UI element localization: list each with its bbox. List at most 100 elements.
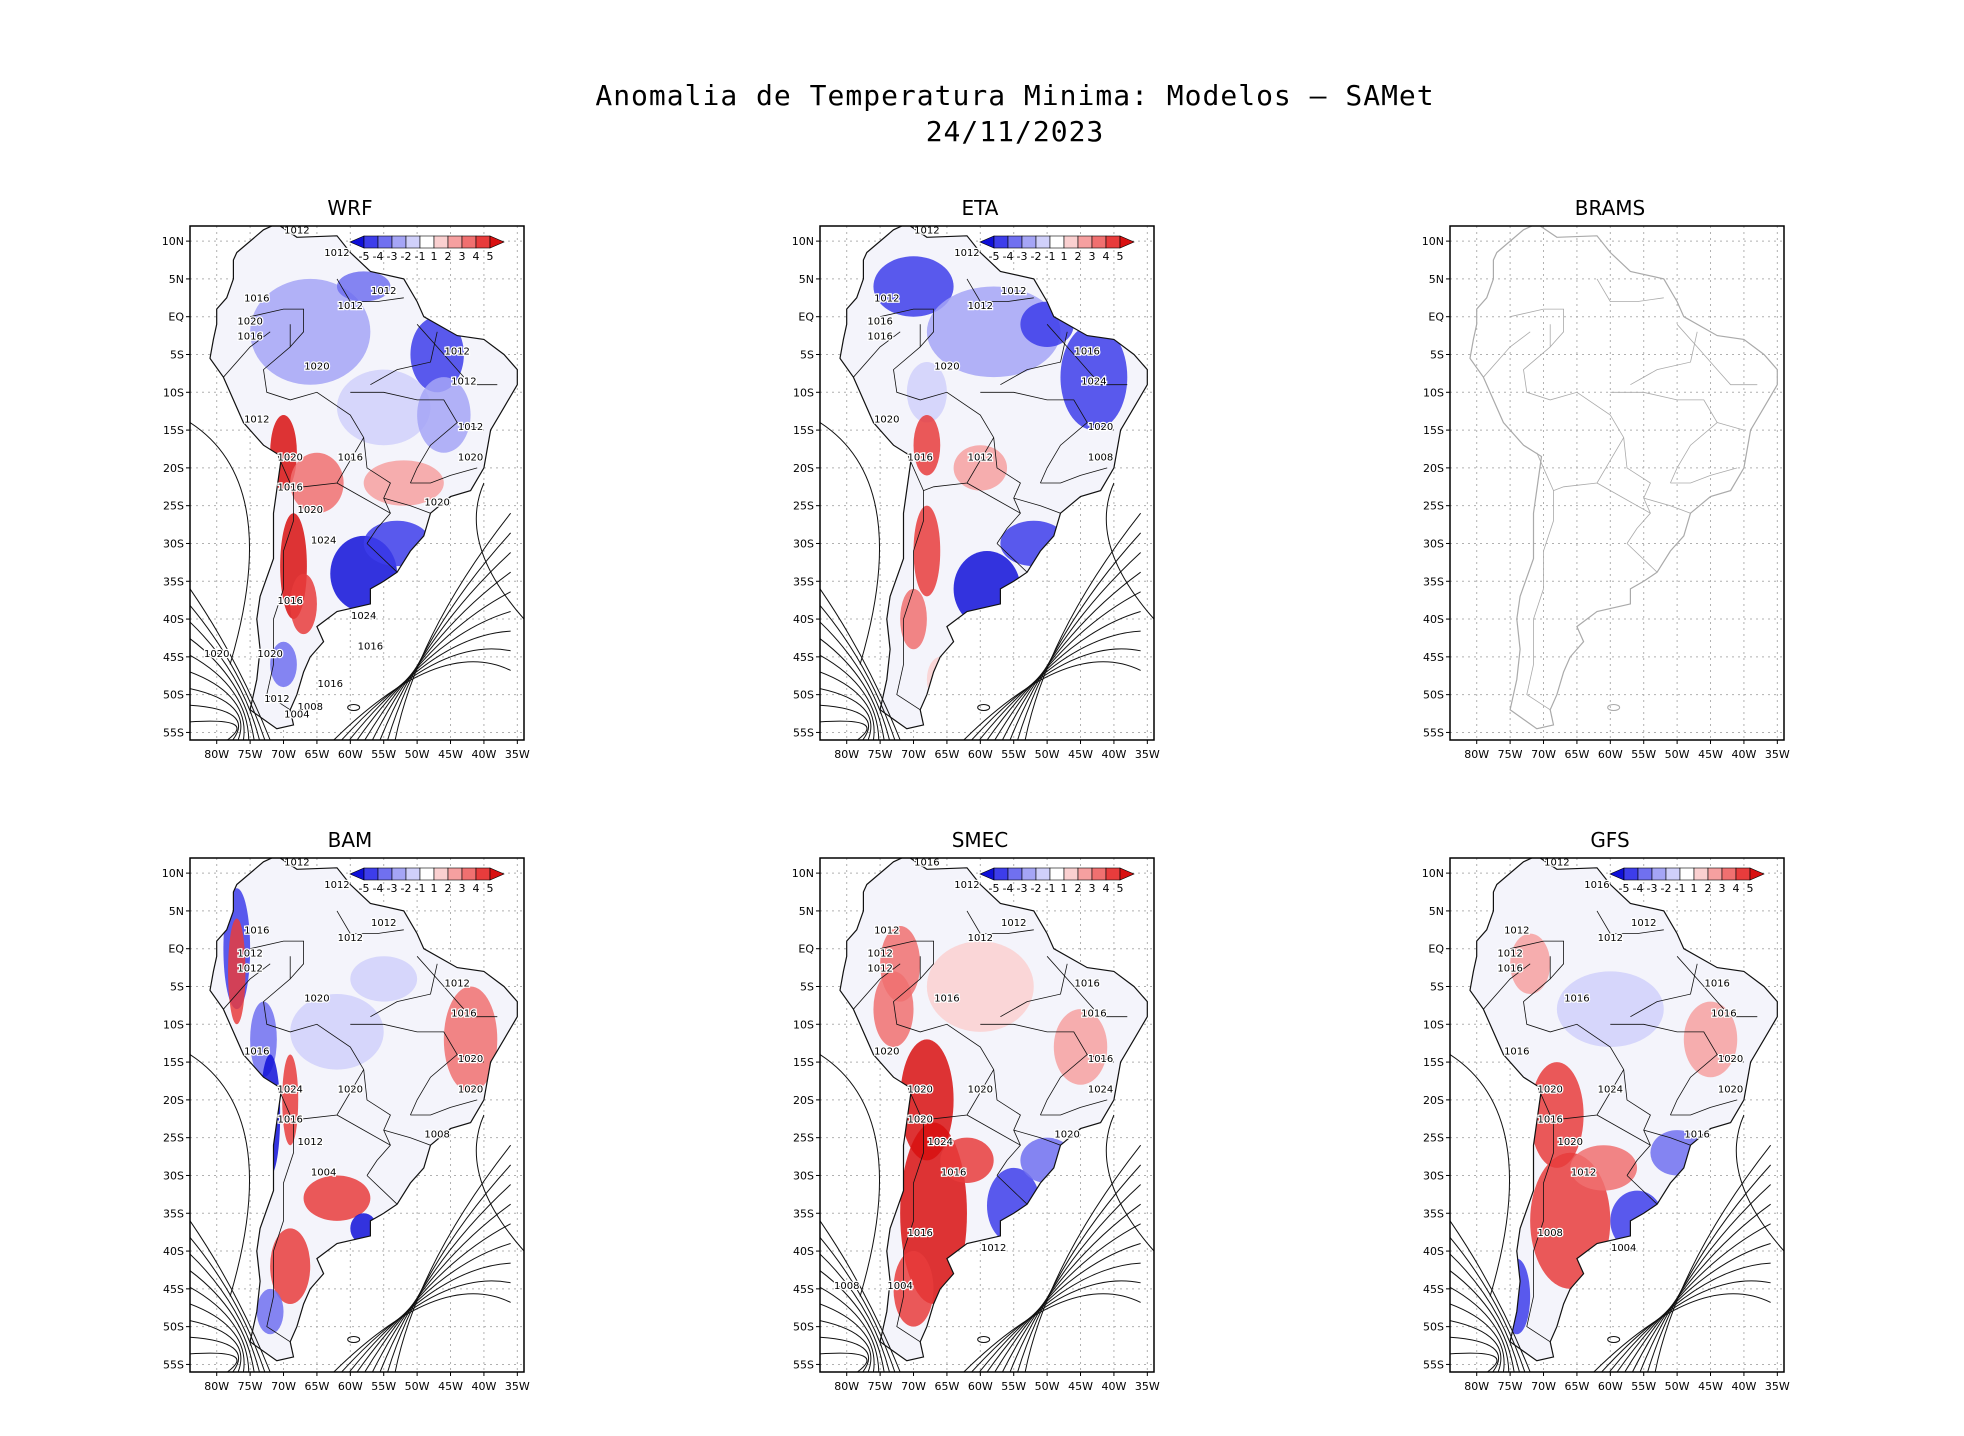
isobar-label: 1016 bbox=[914, 858, 939, 869]
isobar-label: 1024 bbox=[277, 1084, 302, 1095]
anomaly-patch bbox=[913, 505, 941, 597]
colorbar-tick-label: 5 bbox=[1747, 882, 1754, 895]
lon-tick-label: 35W bbox=[505, 1380, 530, 1393]
map-eta: 1012 1012 1012 1012 1012 1016 1016 1020 1016 1024… bbox=[792, 225, 1160, 761]
colorbar-tick-label: 1 bbox=[431, 882, 438, 895]
panel-title-gfs: GFS bbox=[1590, 828, 1630, 852]
anomaly-patch bbox=[1053, 1009, 1108, 1085]
isobar-label: 1016 bbox=[451, 1009, 476, 1020]
lat-tick-label: 55S bbox=[1423, 726, 1444, 739]
lat-tick-label: 15S bbox=[793, 1056, 814, 1069]
isobar-label: 1016 bbox=[1088, 1054, 1113, 1065]
lat-tick-label: 5S bbox=[1430, 349, 1444, 362]
panel-title-eta: ETA bbox=[961, 196, 999, 220]
figure-title-date: 24/11/2023 bbox=[925, 115, 1105, 148]
isobar-label: 1016 bbox=[1704, 979, 1729, 990]
isobar-label: 1016 bbox=[867, 331, 892, 342]
isobar-label: 1016 bbox=[1684, 1130, 1709, 1141]
lon-tick-label: 75W bbox=[238, 748, 263, 761]
lat-tick-label: 30S bbox=[1423, 1169, 1444, 1182]
isobar-label: 1012 bbox=[444, 347, 469, 358]
colorbar: -5 -4 -3 -2 -1 1 2 3 4 5 bbox=[979, 235, 1135, 263]
isobar-label: 1020 bbox=[1088, 422, 1113, 433]
lon-tick-label: 75W bbox=[1498, 748, 1523, 761]
isobar-label: 1012 bbox=[244, 415, 269, 426]
figure-title: Anomalia de Temperatura Minima: Modelos … bbox=[0, 78, 1964, 150]
isobar-label: 1012 bbox=[237, 963, 262, 974]
lon-tick-label: 60W bbox=[1598, 1380, 1623, 1393]
colorbar-tick-label: -3 bbox=[1017, 882, 1028, 895]
colorbar-tick-label: -5 bbox=[989, 250, 1000, 263]
lon-tick-label: 70W bbox=[1531, 748, 1556, 761]
isobar-label: 1020 bbox=[907, 1115, 932, 1126]
lon-tick-label: 55W bbox=[1631, 748, 1656, 761]
lat-tick-label: 40S bbox=[1423, 613, 1444, 626]
lon-tick-label: 65W bbox=[934, 748, 959, 761]
colorbar-tick-label: 4 bbox=[473, 882, 480, 895]
lat-tick-label: 10S bbox=[1423, 386, 1444, 399]
isobar-label: 1016 bbox=[277, 483, 302, 494]
colorbar: -5 -4 -3 -2 -1 1 2 3 4 5 bbox=[1609, 867, 1765, 895]
isobar-label: 1012 bbox=[954, 248, 979, 259]
lat-tick-label: 55S bbox=[1423, 1358, 1444, 1371]
lon-tick-label: 50W bbox=[1665, 1380, 1690, 1393]
lat-tick-label: 5S bbox=[170, 981, 184, 994]
anomaly-patch bbox=[270, 641, 297, 688]
lon-tick-label: 40W bbox=[1731, 748, 1756, 761]
isobar-label: 1020 bbox=[204, 649, 229, 660]
isobar-label: 1012 bbox=[324, 880, 349, 891]
colorbar: -5 -4 -3 -2 -1 1 2 3 4 5 bbox=[349, 867, 505, 895]
lat-tick-label: 45S bbox=[163, 1283, 184, 1296]
colorbar-tick-label: -1 bbox=[415, 882, 426, 895]
anomaly-patch bbox=[410, 316, 464, 393]
lat-tick-label: 30S bbox=[793, 537, 814, 550]
anomaly-patch bbox=[350, 956, 418, 1002]
lat-tick-label: 5N bbox=[1429, 905, 1444, 918]
colorbar-tick-label: -5 bbox=[989, 882, 1000, 895]
isobar-label: 1012 bbox=[371, 918, 396, 929]
lon-tick-label: 65W bbox=[1564, 1380, 1589, 1393]
lon-tick-label: 35W bbox=[1135, 1380, 1160, 1393]
anomaly-patch bbox=[1000, 520, 1068, 567]
map-panel-eta: ETA 1012 1012 1012 1012 1012 1016 1016 1020 1016… bbox=[780, 196, 1180, 796]
isobar-label: 1020 bbox=[458, 1084, 483, 1095]
lon-tick-label: 40W bbox=[1101, 1380, 1126, 1393]
map-panel-brams: BRAMS 10N 5N EQ 5S 10S 15S 20S 25S 30S 35S 40S 45S 5… bbox=[1410, 196, 1810, 796]
lat-tick-label: 10N bbox=[792, 235, 814, 248]
lat-tick-label: 5N bbox=[169, 905, 184, 918]
lon-tick-label: 55W bbox=[1631, 1380, 1656, 1393]
lat-tick-label: 40S bbox=[793, 613, 814, 626]
isobar-label: 1020 bbox=[257, 649, 282, 660]
lat-tick-label: 30S bbox=[163, 537, 184, 550]
anomaly-patch bbox=[290, 573, 317, 635]
isobar-label: 1012 bbox=[1571, 1167, 1596, 1178]
lat-tick-label: 20S bbox=[793, 462, 814, 475]
isobar-label: 1016 bbox=[318, 679, 343, 690]
lon-tick-label: 55W bbox=[1001, 1380, 1026, 1393]
lon-tick-label: 45W bbox=[1698, 1380, 1723, 1393]
isobar-label: 1024 bbox=[1598, 1084, 1623, 1095]
isobar-label: 1020 bbox=[458, 1054, 483, 1065]
lon-tick-label: 65W bbox=[934, 1380, 959, 1393]
isobar-label: 1012 bbox=[237, 948, 262, 959]
anomaly-patch bbox=[270, 1228, 311, 1304]
isobar-label: 1012 bbox=[874, 926, 899, 937]
lon-tick-label: 65W bbox=[304, 748, 329, 761]
lon-tick-label: 80W bbox=[204, 748, 229, 761]
lon-tick-label: 40W bbox=[471, 748, 496, 761]
isobar-label: 1012 bbox=[1631, 918, 1656, 929]
isobar-label: 1020 bbox=[304, 994, 329, 1005]
panel-title-smec: SMEC bbox=[951, 828, 1009, 852]
lat-tick-label: 25S bbox=[793, 500, 814, 513]
isobar-label: 1016 bbox=[867, 316, 892, 327]
colorbar-tick-label: -5 bbox=[359, 882, 370, 895]
lon-tick-label: 60W bbox=[968, 748, 993, 761]
colorbar-tick-label: 1 bbox=[1691, 882, 1698, 895]
colorbar-tick-label: -2 bbox=[401, 882, 412, 895]
anomaly-patch bbox=[336, 369, 431, 446]
lat-tick-label: EQ bbox=[168, 943, 184, 956]
isobar-label: 1016 bbox=[1074, 347, 1099, 358]
colorbar-tick-label: -3 bbox=[1647, 882, 1658, 895]
isobar-label: 1024 bbox=[1088, 1084, 1113, 1095]
isobar-label: 1012 bbox=[1497, 948, 1522, 959]
